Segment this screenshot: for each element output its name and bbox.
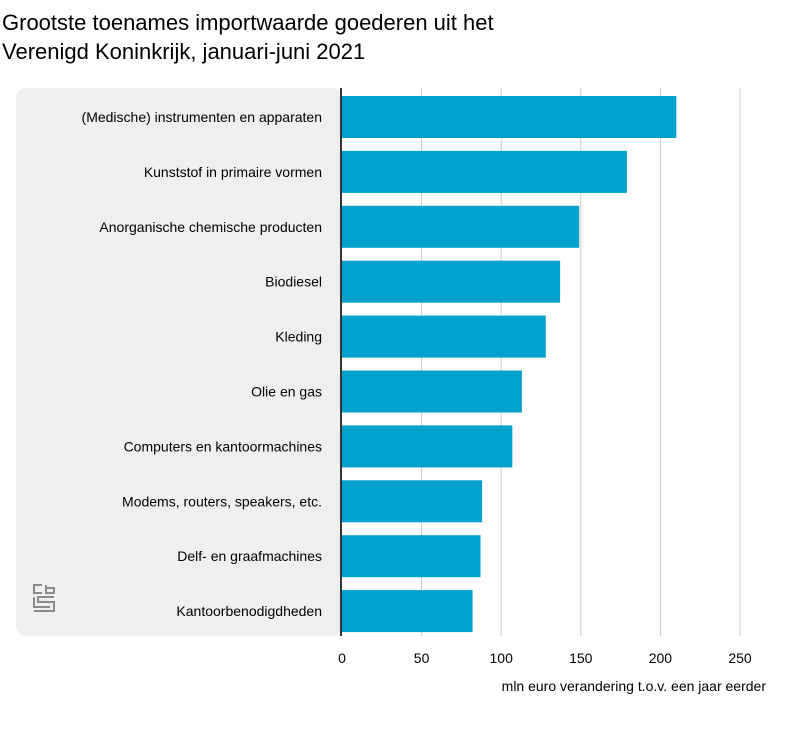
category-label: Biodiesel: [265, 274, 322, 290]
x-tick-label: 100: [490, 650, 514, 666]
x-axis-title: mln euro verandering t.o.v. een jaar eer…: [502, 678, 767, 694]
category-label: Delf- en graafmachines: [177, 548, 322, 564]
category-label: Olie en gas: [251, 384, 322, 400]
x-tick-label: 200: [649, 650, 673, 666]
bar: [342, 96, 677, 138]
bar: [342, 150, 627, 193]
category-labels: (Medische) instrumenten en apparaten Kuns…: [82, 109, 322, 619]
category-label: Modems, routers, speakers, etc.: [122, 493, 322, 509]
x-tick-label: 50: [414, 650, 430, 666]
cbs-logo-icon: [33, 584, 55, 612]
category-label: Anorganische chemische producten: [99, 219, 322, 235]
category-label: Computers en kantoormachines: [124, 438, 322, 454]
bar: [342, 205, 580, 248]
bar: [342, 260, 561, 303]
bar: [342, 590, 473, 633]
x-tick-label: 0: [338, 650, 346, 666]
x-tick-label: 250: [728, 650, 752, 666]
bar: [342, 535, 481, 578]
category-label: (Medische) instrumenten en apparaten: [82, 109, 322, 125]
category-label: Kantoorbenodigdheden: [176, 603, 322, 619]
chart-title: Grootste toenames importwaarde goederen …: [2, 10, 494, 64]
category-label: Kunststof in primaire vormen: [144, 164, 322, 180]
category-label-panel: [16, 88, 342, 636]
x-tick-labels: 0 50 100 150 200 250: [338, 650, 752, 666]
bar: [342, 315, 546, 358]
category-label: Kleding: [275, 329, 322, 345]
bar: [342, 480, 483, 523]
x-tick-label: 150: [569, 650, 593, 666]
bar: [342, 425, 513, 468]
bars: [342, 96, 677, 633]
bar: [342, 370, 522, 413]
